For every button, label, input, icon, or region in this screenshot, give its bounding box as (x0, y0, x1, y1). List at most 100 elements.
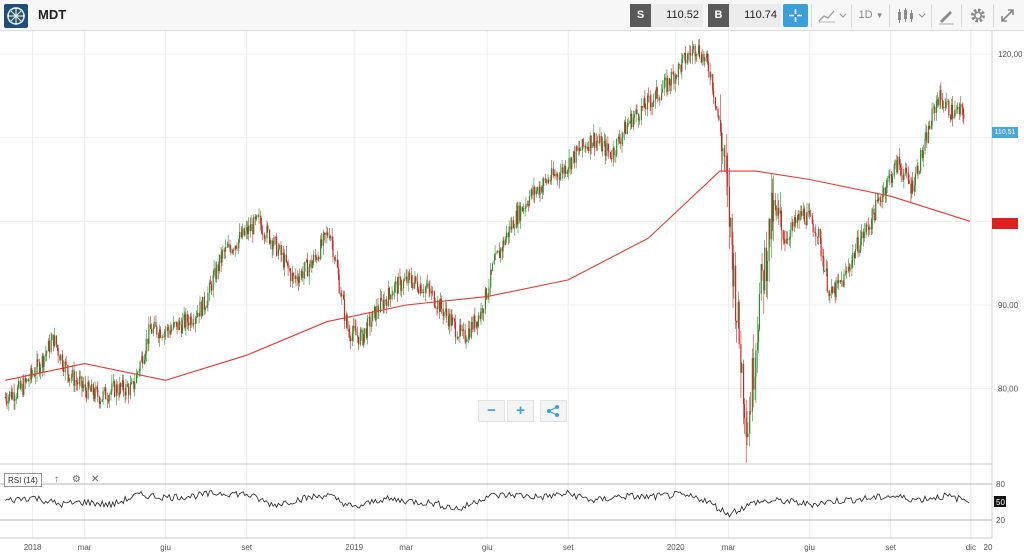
candle (34, 366, 36, 385)
draw-button[interactable] (934, 4, 958, 27)
candle (204, 305, 206, 314)
zoom-in-button[interactable]: + (507, 400, 534, 422)
candle (510, 217, 512, 233)
candle (111, 374, 113, 395)
candle (254, 214, 257, 226)
candle (774, 193, 776, 211)
candle (796, 215, 798, 229)
rsi-indicator-label[interactable]: RSI (14) (4, 473, 42, 487)
candle (134, 373, 136, 397)
candle (141, 351, 143, 363)
candle (354, 318, 356, 331)
candle (714, 97, 716, 111)
candle (147, 338, 149, 352)
candle (933, 102, 935, 114)
candle (618, 129, 620, 144)
candle (638, 113, 640, 128)
candle (541, 185, 543, 194)
candle (726, 134, 728, 196)
candlestick-button[interactable] (894, 4, 928, 27)
candle (346, 312, 348, 331)
fullscreen-button[interactable] (996, 4, 1020, 27)
candle (816, 236, 819, 245)
candle (911, 177, 913, 199)
candle (90, 385, 92, 392)
candle (847, 258, 849, 274)
rsi-move-up-button[interactable]: ↑ (54, 473, 59, 487)
buy-button[interactable]: B (708, 4, 729, 27)
candle (417, 286, 420, 295)
candle (172, 316, 175, 331)
expand-icon (1001, 9, 1014, 22)
rsi-settings-button[interactable]: ⚙ (72, 473, 81, 487)
candle (797, 210, 799, 221)
candle (238, 238, 240, 254)
candle (28, 373, 30, 388)
candle (640, 97, 642, 126)
candle (927, 121, 930, 144)
candle (24, 374, 27, 389)
x-tick-label: mar (722, 543, 736, 552)
candle (826, 261, 828, 294)
buy-price[interactable]: 110.74 (729, 4, 781, 27)
candle (666, 69, 668, 97)
candle (92, 382, 94, 402)
candle (212, 270, 214, 298)
sell-button[interactable]: S (630, 4, 651, 27)
candle (96, 385, 98, 393)
zoom-out-button[interactable]: − (478, 400, 505, 422)
share-button[interactable] (540, 400, 567, 422)
share-icon (547, 405, 559, 417)
candle (374, 306, 376, 322)
candle (875, 192, 877, 221)
candle (340, 286, 342, 298)
candle (55, 335, 57, 348)
crosshair-button[interactable] (783, 4, 808, 27)
candle (61, 350, 64, 371)
candle (587, 141, 590, 154)
candle (554, 169, 556, 180)
timeframe-button[interactable]: 1D ▼ (856, 4, 886, 27)
candle (617, 133, 620, 145)
x-tick-label: 2020 (667, 543, 685, 552)
candle (613, 146, 615, 163)
chart-type-button[interactable] (816, 4, 848, 27)
candle (956, 104, 958, 114)
candle (185, 307, 187, 336)
candle (760, 263, 762, 301)
candle (94, 381, 96, 403)
candle (536, 186, 539, 194)
candle (222, 245, 224, 259)
candle (732, 231, 734, 308)
candle (747, 422, 749, 437)
candle (550, 159, 553, 185)
candle (498, 242, 501, 259)
candle (482, 304, 484, 320)
candle (70, 373, 72, 384)
candle (201, 300, 203, 319)
candle (528, 190, 531, 208)
rsi-close-button[interactable]: ✕ (91, 473, 99, 487)
candle (209, 275, 212, 285)
candle (630, 107, 632, 131)
candle (609, 152, 612, 160)
candle (874, 212, 876, 224)
candle (348, 320, 350, 338)
candle (507, 232, 509, 245)
candle (828, 290, 830, 301)
candle (240, 226, 242, 239)
candle (278, 243, 280, 251)
price-chart[interactable]: 120,00 90,00 80,00 80 50 20 2018 mar giu set 2019… (0, 31, 1024, 557)
sell-price[interactable]: 110.52 (651, 4, 703, 27)
candle (382, 294, 384, 314)
candle (564, 160, 567, 178)
candle (615, 150, 617, 163)
candle (474, 307, 476, 332)
settings-button[interactable] (966, 4, 990, 27)
candle (652, 101, 654, 116)
candle (897, 155, 899, 174)
candle (963, 108, 965, 125)
candle (934, 104, 936, 122)
candle (582, 137, 584, 149)
candle (83, 377, 85, 392)
